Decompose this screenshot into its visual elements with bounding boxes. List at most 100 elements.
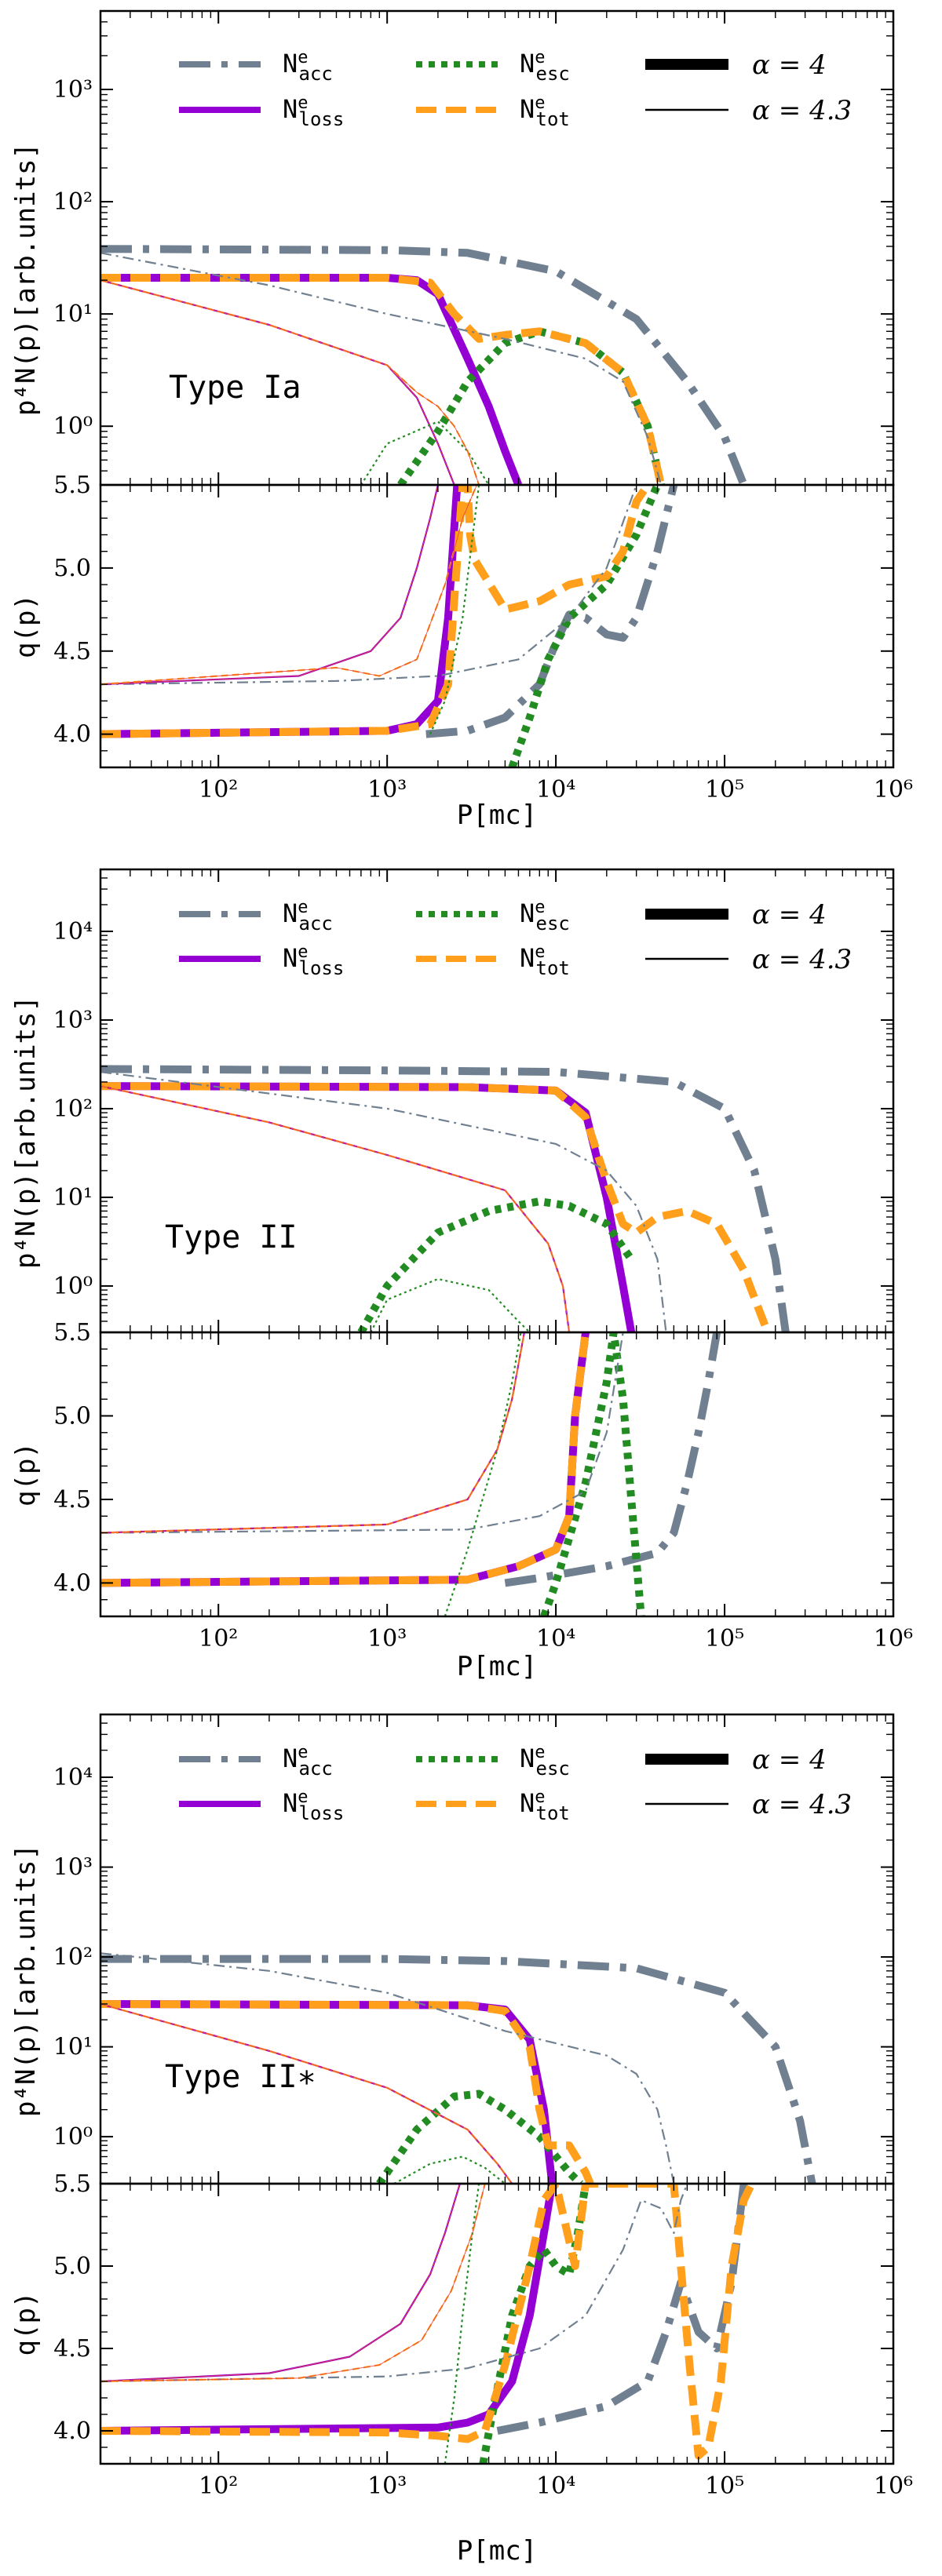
series-n-loss-alpha-43-q5 xyxy=(100,2184,461,2383)
q-tick-label: 4.5 xyxy=(53,2335,91,2363)
legend-label-acc: Ne acc xyxy=(283,898,333,935)
y-tick-label: 10² xyxy=(53,1095,93,1123)
series-n-esc-alpha-4-2 xyxy=(357,1197,635,1332)
y-tick-label: 10⁰ xyxy=(53,413,93,440)
slope-plot: 4.0 4.5 5.0 5.5 10² 10³ 10⁴ 10⁵ 10⁶ q(p) P[mc] xyxy=(10,2170,913,2567)
q-tick-label: 4.0 xyxy=(53,721,91,749)
legend-label-alpha4: α = 4 xyxy=(752,49,827,81)
series-n-esc-alpha-43-6 xyxy=(370,1277,531,1332)
q-tick-label: 4.5 xyxy=(53,1486,91,1514)
series-core-7 xyxy=(100,2003,513,2184)
x-axis-label: P[mc] xyxy=(457,800,537,831)
q-tick-label: 5.5 xyxy=(53,472,91,499)
y-tick-label: 10¹ xyxy=(53,1184,93,1211)
series-n-acc-alpha-4-q0 xyxy=(425,485,678,738)
q-tick-label: 4.5 xyxy=(53,638,91,665)
series-n-tot-alpha-4-3 xyxy=(100,1082,772,1332)
x-axis-label: P[mc] xyxy=(457,1651,537,1682)
x-tick-label: 10⁴ xyxy=(536,2472,575,2500)
y-tick-label: 10¹ xyxy=(53,2034,93,2061)
series-n-acc-alpha-43-q4 xyxy=(100,485,637,686)
y-tick-label: 10⁰ xyxy=(53,2123,93,2151)
series-core-7 xyxy=(100,1085,570,1332)
x-tick-label: 10² xyxy=(199,1625,238,1652)
y-tick-label: 10² xyxy=(53,188,93,216)
series-n-acc-alpha-43-4 xyxy=(100,1952,675,2184)
spectrum-plot: 10⁰ 10¹ 10² 10³ p⁴N(p)[arb.units] Type Ia Ne ac… xyxy=(10,9,895,486)
legend-label-esc: Ne esc xyxy=(520,48,570,85)
x-axis-label: P[mc] xyxy=(457,2535,537,2567)
legend-label-loss: Ne loss xyxy=(283,1787,344,1824)
series-core-q7 xyxy=(100,485,477,685)
spectrum-frame xyxy=(99,1713,895,2185)
y-tick-label: 10⁴ xyxy=(53,918,93,946)
series-n-acc-alpha-43-4 xyxy=(100,1071,667,1332)
legend: Ne acc Ne loss Ne esc Ne tot α = 4 α = 4.3 xyxy=(179,1743,852,1824)
y-tick-label: 10⁴ xyxy=(53,1764,93,1791)
y-axis-label-slope: q(p) xyxy=(10,1442,42,1507)
series-n-esc-alpha-4-q2 xyxy=(540,1332,645,1616)
series-n-tot-alpha-4-q3 xyxy=(100,485,652,738)
panel-title: Type II xyxy=(165,1219,298,1255)
y-axis-label-spectrum: p⁴N(p)[arb.units] xyxy=(10,143,42,416)
series-n-acc-alpha-43-4 xyxy=(100,252,663,485)
legend-label-acc: Ne acc xyxy=(283,48,333,85)
legend-label-alpha4: α = 4 xyxy=(752,899,827,931)
x-tick-label: 10⁵ xyxy=(705,2472,744,2500)
legend-label-alpha43: α = 4.3 xyxy=(752,1789,852,1820)
y-tick-label: 10³ xyxy=(53,1007,93,1034)
series-n-tot-alpha-43-q7 xyxy=(100,1332,525,1534)
legend: Ne acc Ne loss Ne esc Ne tot α = 4 α = 4.3 xyxy=(179,48,852,130)
series-n-acc-alpha-4-0 xyxy=(100,1065,790,1332)
series-core-q5 xyxy=(100,485,439,685)
x-tick-label: 10⁴ xyxy=(536,776,575,803)
y-axis-label-spectrum: p⁴N(p)[arb.units] xyxy=(10,996,42,1269)
series-n-acc-alpha-4-0 xyxy=(100,1955,816,2184)
y-tick-label: 10³ xyxy=(53,1854,93,1882)
spectrum-plot: 10⁰ 10¹ 10² 10³ 10⁴ p⁴N(p)[arb.units] Type II N… xyxy=(10,868,895,1334)
slope-plot: 4.0 4.5 5.0 5.5 10² 10³ 10⁴ 10⁵ 10⁶ q(p) P[mc] xyxy=(10,472,913,831)
legend: Ne acc Ne loss Ne esc Ne tot α = 4 α = 4.3 xyxy=(179,898,852,979)
series-n-tot-alpha-4-3 xyxy=(100,274,665,485)
series-n-esc-alpha-43-6 xyxy=(360,421,490,485)
series-n-esc-alpha-43-q6 xyxy=(429,485,480,735)
x-tick-label: 10⁵ xyxy=(705,776,744,803)
panel-3: 10⁰ 10¹ 10² 10³ 10⁴ p⁴N(p)[arb.units] Type II∗… xyxy=(10,1713,913,2567)
legend-label-esc: Ne esc xyxy=(520,898,570,935)
series-n-tot-alpha-43-q7 xyxy=(100,485,478,686)
q-tick-label: 5.5 xyxy=(53,2170,91,2198)
series-n-tot-alpha-4-3 xyxy=(100,2000,594,2184)
series-n-tot-alpha-4-q3 xyxy=(100,2184,756,2460)
y-tick-label: 10⁰ xyxy=(53,1273,93,1300)
x-tick-label: 10⁶ xyxy=(874,1625,913,1652)
spectrum-frame xyxy=(99,9,895,486)
legend-label-tot: Ne tot xyxy=(520,93,570,130)
series-n-esc-alpha-43-q6 xyxy=(444,2184,480,2464)
y-tick-label: 10² xyxy=(53,1944,93,1971)
slope-frame xyxy=(99,483,895,769)
series-n-acc-alpha-43-q4 xyxy=(100,1332,624,1534)
q-tick-label: 5.0 xyxy=(53,1402,91,1430)
series-core-q7 xyxy=(100,2184,486,2382)
legend-label-alpha4: α = 4 xyxy=(752,1744,827,1776)
x-tick-label: 10³ xyxy=(367,1625,407,1652)
y-axis-label-spectrum: p⁴N(p)[arb.units] xyxy=(10,1844,42,2117)
y-axis-label-slope: q(p) xyxy=(10,594,42,658)
series-n-loss-alpha-4-1 xyxy=(100,274,523,485)
y-tick-label: 10³ xyxy=(53,76,93,104)
x-tick-label: 10² xyxy=(199,776,238,803)
series-n-tot-alpha-4-q3 xyxy=(100,1332,590,1587)
q-tick-label: 4.0 xyxy=(53,2418,91,2445)
spectrum-plot: 10⁰ 10¹ 10² 10³ 10⁴ p⁴N(p)[arb.units] Type II∗… xyxy=(10,1713,895,2185)
series-n-loss-alpha-43-q5 xyxy=(100,485,439,686)
series-n-loss-alpha-4-1 xyxy=(100,1082,636,1332)
slope-frame xyxy=(99,1331,895,1618)
legend-label-acc: Ne acc xyxy=(283,1743,333,1780)
legend-label-tot: Ne tot xyxy=(520,1787,570,1824)
series-n-acc-alpha-4-0 xyxy=(100,245,748,485)
series-core-7 xyxy=(100,279,480,485)
x-tick-label: 10² xyxy=(199,2472,238,2500)
series-n-loss-alpha-43-q5 xyxy=(100,1332,525,1534)
x-tick-label: 10⁴ xyxy=(536,1625,575,1652)
